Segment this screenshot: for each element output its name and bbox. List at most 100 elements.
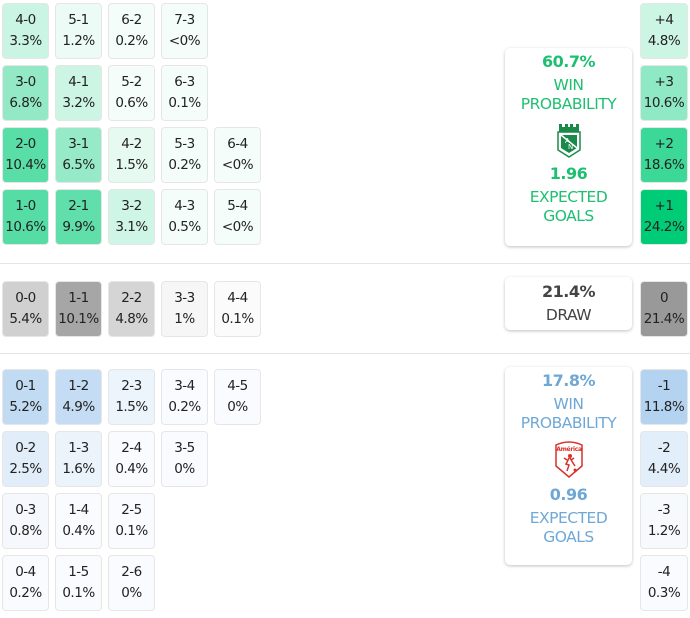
score-label: +4 bbox=[654, 12, 674, 28]
probability-label: 6.8% bbox=[9, 95, 42, 111]
home-score-cell: 4-1 3.2% bbox=[55, 65, 102, 121]
score-label: 2-5 bbox=[121, 502, 142, 518]
probability-label: 0.2% bbox=[168, 399, 201, 415]
probability-label: 1.5% bbox=[115, 399, 148, 415]
home-score-cell: 5-1 1.2% bbox=[55, 3, 102, 59]
score-label: 5-2 bbox=[121, 74, 142, 90]
score-label: 0-4 bbox=[15, 564, 36, 580]
score-label: 3-3 bbox=[174, 290, 195, 306]
score-label: 2-3 bbox=[121, 378, 142, 394]
probability-label: 6.5% bbox=[62, 157, 95, 173]
probability-label: <0% bbox=[221, 157, 254, 173]
draw-score-cell: 3-3 1% bbox=[161, 281, 208, 337]
probability-label: 1.2% bbox=[62, 33, 95, 49]
svg-text:N: N bbox=[568, 143, 573, 151]
svg-text:A: A bbox=[565, 137, 570, 145]
probability-label: 9.9% bbox=[62, 219, 95, 235]
score-label: 3-0 bbox=[15, 74, 36, 90]
home-margin-cell: +3 10.6% bbox=[640, 65, 688, 121]
score-label: 1-5 bbox=[68, 564, 89, 580]
home-score-cell: 6-2 0.2% bbox=[108, 3, 155, 59]
probability-label: 0.8% bbox=[9, 523, 42, 539]
away-score-cell: 3-4 0.2% bbox=[161, 369, 208, 425]
atletico-nacional-crest-icon: A N bbox=[556, 124, 581, 158]
score-label: 5-4 bbox=[227, 198, 248, 214]
probability-label: 10.6% bbox=[643, 95, 685, 111]
score-label: -2 bbox=[657, 440, 671, 456]
probability-label: <0% bbox=[168, 33, 201, 49]
probability-label: 4.8% bbox=[647, 33, 681, 49]
score-label: 7-3 bbox=[174, 12, 195, 28]
score-label: 1-4 bbox=[68, 502, 89, 518]
win-label: PROBABILITY bbox=[520, 414, 617, 432]
probability-label: 3.2% bbox=[62, 95, 95, 111]
probability-label: 0.2% bbox=[115, 33, 148, 49]
score-label: -3 bbox=[657, 502, 671, 518]
home-score-cell: 5-3 0.2% bbox=[161, 127, 208, 183]
probability-label: 0.2% bbox=[168, 157, 201, 173]
xg-label: GOALS bbox=[543, 207, 594, 225]
probability-label: 0.3% bbox=[647, 585, 681, 601]
score-label: 0-1 bbox=[15, 378, 36, 394]
away-margin-cell: -3 1.2% bbox=[640, 493, 688, 549]
score-label: 5-1 bbox=[68, 12, 89, 28]
home-score-cell: 3-2 3.1% bbox=[108, 189, 155, 245]
probability-label: 1.5% bbox=[115, 157, 148, 173]
home-score-cell: 6-3 0.1% bbox=[161, 65, 208, 121]
score-label: 4-5 bbox=[227, 378, 248, 394]
home-margin-cell: +4 4.8% bbox=[640, 3, 688, 59]
home-score-cell: 5-4 <0% bbox=[214, 189, 261, 245]
draw-score-cell: 1-1 10.1% bbox=[55, 281, 102, 337]
score-label: 0-2 bbox=[15, 440, 36, 456]
probability-label: 0.4% bbox=[62, 523, 95, 539]
probability-label: 4.4% bbox=[647, 461, 681, 477]
score-label: +2 bbox=[654, 136, 674, 152]
probability-label: 11.8% bbox=[643, 399, 685, 415]
probability-label: 0% bbox=[227, 399, 248, 415]
home-score-cell: 2-1 9.9% bbox=[55, 189, 102, 245]
score-label: 6-4 bbox=[227, 136, 248, 152]
probability-label: 0% bbox=[174, 461, 195, 477]
home-expected-goals: 1.96 bbox=[549, 164, 588, 183]
away-score-cell: 1-2 4.9% bbox=[55, 369, 102, 425]
score-label: 0 bbox=[659, 290, 669, 306]
score-label: +3 bbox=[654, 74, 674, 90]
probability-label: 0.1% bbox=[115, 523, 148, 539]
probability-label: 10.6% bbox=[5, 219, 46, 235]
probability-label: 24.2% bbox=[643, 219, 685, 235]
score-label: 3-5 bbox=[174, 440, 195, 456]
score-label: 6-3 bbox=[174, 74, 195, 90]
probability-label: 4.9% bbox=[62, 399, 95, 415]
score-label: 2-4 bbox=[121, 440, 142, 456]
score-label: 2-1 bbox=[68, 198, 89, 214]
probability-label: 0.1% bbox=[62, 585, 95, 601]
home-score-cell: 7-3 <0% bbox=[161, 3, 208, 59]
probability-label: 0.1% bbox=[221, 311, 254, 327]
draw-score-cell: 2-2 4.8% bbox=[108, 281, 155, 337]
home-score-cell: 3-1 6.5% bbox=[55, 127, 102, 183]
score-label: -4 bbox=[657, 564, 671, 580]
probability-label: 1.6% bbox=[62, 461, 95, 477]
probability-label: <0% bbox=[221, 219, 254, 235]
score-label: 1-3 bbox=[68, 440, 89, 456]
home-win-pct: 60.7% bbox=[541, 52, 596, 71]
away-score-cell: 0-1 5.2% bbox=[2, 369, 49, 425]
probability-label: 5.4% bbox=[9, 311, 42, 327]
home-score-cell: 4-3 0.5% bbox=[161, 189, 208, 245]
score-label: 5-3 bbox=[174, 136, 195, 152]
away-margin-cell: -1 11.8% bbox=[640, 369, 688, 425]
probability-label: 0.1% bbox=[168, 95, 201, 111]
draw-summary-card: 21.4% DRAW bbox=[505, 277, 632, 330]
probability-label: 18.6% bbox=[643, 157, 685, 173]
away-win-pct: 17.8% bbox=[541, 371, 596, 390]
probability-label: 4.8% bbox=[115, 311, 148, 327]
probability-label: 5.2% bbox=[9, 399, 42, 415]
home-summary-card: 60.7% WIN PROBABILITY A N 1.96 EXPECTED … bbox=[505, 48, 632, 246]
away-expected-goals: 0.96 bbox=[549, 485, 588, 504]
score-label: 1-2 bbox=[68, 378, 89, 394]
probability-label: 0.6% bbox=[115, 95, 148, 111]
score-label: 4-3 bbox=[174, 198, 195, 214]
probability-label: 3.1% bbox=[115, 219, 148, 235]
score-label: 0-0 bbox=[15, 290, 36, 306]
score-label: 2-0 bbox=[15, 136, 36, 152]
